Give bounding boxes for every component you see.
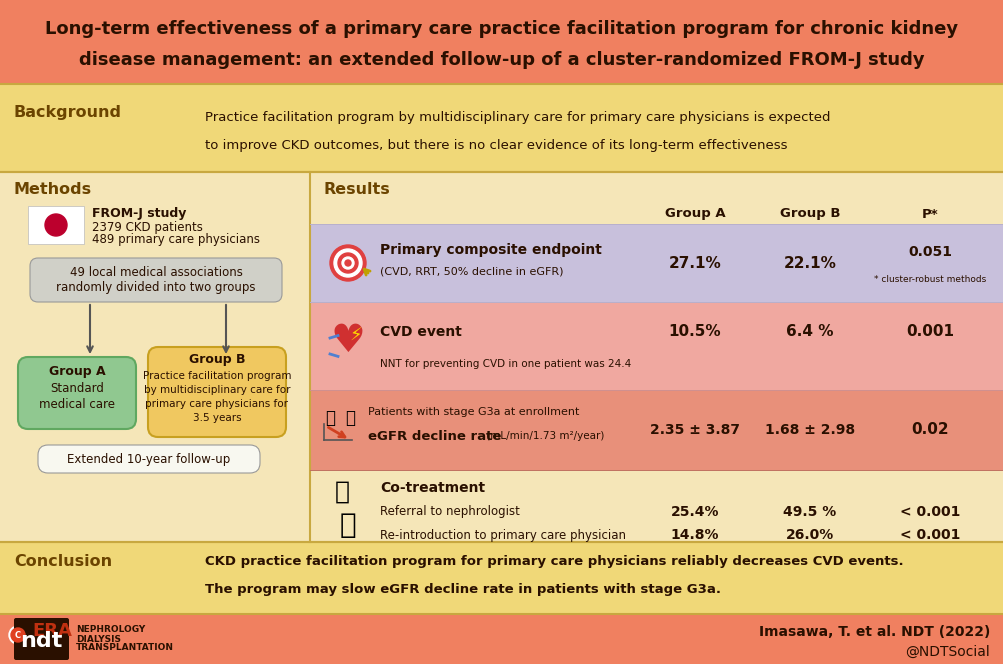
Bar xyxy=(0,84,1003,172)
Text: 2.35 ± 3.87: 2.35 ± 3.87 xyxy=(649,423,739,437)
Circle shape xyxy=(334,249,362,277)
Text: P*: P* xyxy=(921,207,938,220)
Text: 6.4 %: 6.4 % xyxy=(785,325,832,339)
Text: ndt: ndt xyxy=(20,631,62,651)
Text: Imasawa, T. et al. NDT (2022): Imasawa, T. et al. NDT (2022) xyxy=(758,625,989,639)
Text: 0.001: 0.001 xyxy=(905,325,953,339)
Text: CVD event: CVD event xyxy=(379,325,461,339)
Text: Results: Results xyxy=(324,183,390,197)
Text: Background: Background xyxy=(14,104,122,120)
Text: Patients with stage G3a at enrollment: Patients with stage G3a at enrollment xyxy=(368,407,579,417)
Text: Group A: Group A xyxy=(48,365,105,378)
Bar xyxy=(310,390,1003,470)
Text: 22.1%: 22.1% xyxy=(782,256,835,270)
Bar xyxy=(0,172,1003,542)
Text: to improve CKD outcomes, but there is no clear evidence of its long-term effecti: to improve CKD outcomes, but there is no… xyxy=(205,139,786,153)
Text: CKD practice facilitation program for primary care physicians reliably decreases: CKD practice facilitation program for pr… xyxy=(205,556,903,568)
Text: Referral to nephrologist: Referral to nephrologist xyxy=(379,505,520,519)
Text: 27.1%: 27.1% xyxy=(668,256,721,270)
Text: The program may slow eGFR decline rate in patients with stage G3a.: The program may slow eGFR decline rate i… xyxy=(205,584,720,596)
Text: ⚡: ⚡ xyxy=(349,327,362,345)
Text: 0.051: 0.051 xyxy=(907,245,951,259)
Text: 14.8%: 14.8% xyxy=(670,528,718,542)
Text: Standard: Standard xyxy=(50,382,104,396)
Text: 🤝: 🤝 xyxy=(334,480,349,504)
Bar xyxy=(0,614,1003,664)
Text: 🫘: 🫘 xyxy=(325,409,335,427)
Text: ♥: ♥ xyxy=(330,322,365,360)
Text: < 0.001: < 0.001 xyxy=(899,528,959,542)
Text: * cluster-robust methods: * cluster-robust methods xyxy=(873,276,985,284)
Bar xyxy=(310,302,1003,390)
Text: Co-treatment: Co-treatment xyxy=(379,481,484,495)
Circle shape xyxy=(338,253,358,273)
FancyBboxPatch shape xyxy=(14,618,69,660)
Text: Group B: Group B xyxy=(189,353,245,367)
Text: DIALYSIS: DIALYSIS xyxy=(76,635,121,643)
Text: eGFR decline rate: eGFR decline rate xyxy=(368,430,500,442)
Text: 0.02: 0.02 xyxy=(911,422,948,438)
Text: Practice facilitation program: Practice facilitation program xyxy=(142,371,291,381)
Text: randomly divided into two groups: randomly divided into two groups xyxy=(56,282,256,295)
Circle shape xyxy=(345,260,351,266)
Text: primary care physicians for: primary care physicians for xyxy=(145,399,288,409)
Text: NNT for preventing CVD in one patient was 24.4: NNT for preventing CVD in one patient wa… xyxy=(379,359,631,369)
Text: @NDTSocial: @NDTSocial xyxy=(905,645,989,659)
Text: 10.5%: 10.5% xyxy=(668,325,720,339)
FancyBboxPatch shape xyxy=(38,445,260,473)
FancyBboxPatch shape xyxy=(147,347,286,437)
Text: 25.4%: 25.4% xyxy=(670,505,718,519)
FancyBboxPatch shape xyxy=(18,357,135,429)
Text: 489 primary care physicians: 489 primary care physicians xyxy=(92,234,260,246)
Circle shape xyxy=(330,245,366,281)
Bar xyxy=(0,542,1003,614)
Text: ERA: ERA xyxy=(32,622,72,640)
Text: medical care: medical care xyxy=(39,398,115,412)
Text: NEPHROLOGY: NEPHROLOGY xyxy=(76,625,145,635)
Text: Practice facilitation program by multidisciplinary care for primary care physici: Practice facilitation program by multidi… xyxy=(205,112,829,125)
Circle shape xyxy=(9,626,27,644)
Text: disease management: an extended follow-up of a cluster-randomized FROM-J study: disease management: an extended follow-u… xyxy=(79,52,924,70)
Text: Group A: Group A xyxy=(664,207,724,220)
Text: 🫘: 🫘 xyxy=(345,409,355,427)
Text: C: C xyxy=(15,631,21,639)
FancyBboxPatch shape xyxy=(30,258,282,302)
Text: Re-introduction to primary care physician: Re-introduction to primary care physicia… xyxy=(379,529,626,542)
Text: TRANSPLANTATION: TRANSPLANTATION xyxy=(76,643,174,653)
Text: 1.68 ± 2.98: 1.68 ± 2.98 xyxy=(764,423,855,437)
Bar xyxy=(310,470,1003,542)
Text: Extended 10-year follow-up: Extended 10-year follow-up xyxy=(67,452,231,465)
Text: < 0.001: < 0.001 xyxy=(899,505,959,519)
Text: 49.5 %: 49.5 % xyxy=(782,505,835,519)
Bar xyxy=(0,0,1003,84)
Text: Conclusion: Conclusion xyxy=(14,554,112,570)
Circle shape xyxy=(11,628,25,642)
Bar xyxy=(28,206,84,244)
Text: 49 local medical associations: 49 local medical associations xyxy=(69,266,242,278)
Text: FROM-J study: FROM-J study xyxy=(92,207,187,220)
Bar xyxy=(310,224,1003,302)
Text: 2379 CKD patients: 2379 CKD patients xyxy=(92,220,203,234)
Text: (mL/min/1.73 m²/year): (mL/min/1.73 m²/year) xyxy=(482,431,604,441)
Text: Methods: Methods xyxy=(14,183,92,197)
Text: 3.5 years: 3.5 years xyxy=(193,413,241,423)
Text: by multidisciplinary care for: by multidisciplinary care for xyxy=(143,385,290,395)
Text: Long-term effectiveness of a primary care practice facilitation program for chro: Long-term effectiveness of a primary car… xyxy=(45,21,958,39)
Text: (CVD, RRT, 50% decline in eGFR): (CVD, RRT, 50% decline in eGFR) xyxy=(379,267,563,277)
Text: Primary composite endpoint: Primary composite endpoint xyxy=(379,243,601,257)
Text: 26.0%: 26.0% xyxy=(785,528,833,542)
Circle shape xyxy=(342,257,354,269)
Text: Group B: Group B xyxy=(779,207,840,220)
Text: 👥: 👥 xyxy=(339,511,356,539)
Circle shape xyxy=(45,214,67,236)
